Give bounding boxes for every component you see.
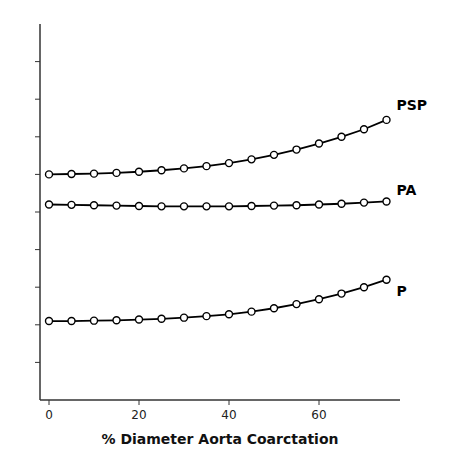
- series-label: PA: [397, 182, 417, 198]
- series-point: [316, 140, 323, 147]
- series-point: [158, 167, 165, 174]
- y-tick: [35, 324, 40, 325]
- series-point: [383, 198, 390, 205]
- series-point: [383, 276, 390, 283]
- y-tick: [35, 362, 40, 363]
- series-point: [91, 170, 98, 177]
- series-point: [361, 126, 368, 133]
- x-tick: [229, 400, 230, 405]
- chart: 0 20 40 60 % Diameter Aorta Coarctation PSP PA…: [0, 0, 474, 474]
- series-line: [49, 120, 387, 175]
- series-point: [248, 308, 255, 315]
- series-point: [338, 290, 345, 297]
- x-tick: [139, 400, 140, 405]
- series-point: [113, 317, 120, 324]
- series-point: [68, 201, 75, 208]
- series-point: [383, 116, 390, 123]
- series-point: [136, 168, 143, 175]
- series-label: PSP: [397, 97, 428, 113]
- series-point: [158, 203, 165, 210]
- series-point: [271, 202, 278, 209]
- series-point: [203, 163, 210, 170]
- x-tick: [49, 400, 50, 405]
- x-tick-label: 0: [45, 408, 53, 422]
- series-point: [248, 156, 255, 163]
- y-tick: [35, 287, 40, 288]
- series-point: [113, 202, 120, 209]
- series-point: [293, 301, 300, 308]
- series-label: P: [397, 283, 407, 299]
- x-tick-label: 40: [221, 408, 236, 422]
- y-tick: [35, 249, 40, 250]
- series-line: [49, 201, 387, 206]
- y-tick: [35, 99, 40, 100]
- series-point: [338, 200, 345, 207]
- series-point: [181, 314, 188, 321]
- series-point: [338, 133, 345, 140]
- x-tick-label: 60: [311, 408, 326, 422]
- y-tick: [35, 136, 40, 137]
- series-point: [91, 317, 98, 324]
- series-point: [113, 169, 120, 176]
- series-point: [136, 316, 143, 323]
- series-line: [49, 280, 387, 321]
- plot-area: [46, 116, 391, 324]
- series-point: [226, 311, 233, 318]
- x-axis: [40, 399, 400, 401]
- series-point: [226, 203, 233, 210]
- series-point: [361, 199, 368, 206]
- series-point: [226, 160, 233, 167]
- series-point: [46, 201, 53, 208]
- series-point: [46, 171, 53, 178]
- series-point: [91, 202, 98, 209]
- series-point: [271, 151, 278, 158]
- series-point: [203, 313, 210, 320]
- series-point: [46, 318, 53, 325]
- series-point: [271, 305, 278, 312]
- series-point: [68, 318, 75, 325]
- series-point: [181, 165, 188, 172]
- series-point: [203, 203, 210, 210]
- y-tick: [35, 174, 40, 175]
- series-point: [158, 315, 165, 322]
- series-point: [293, 202, 300, 209]
- y-tick: [35, 61, 40, 62]
- series-point: [293, 146, 300, 153]
- series-point: [136, 202, 143, 209]
- x-tick-label: 20: [131, 408, 146, 422]
- series-point: [316, 296, 323, 303]
- series-point: [316, 201, 323, 208]
- y-tick: [35, 212, 40, 213]
- x-axis-label: % Diameter Aorta Coarctation: [102, 431, 339, 447]
- series-point: [361, 284, 368, 291]
- series-point: [181, 203, 188, 210]
- x-tick: [319, 400, 320, 405]
- series-point: [68, 171, 75, 178]
- series-point: [248, 202, 255, 209]
